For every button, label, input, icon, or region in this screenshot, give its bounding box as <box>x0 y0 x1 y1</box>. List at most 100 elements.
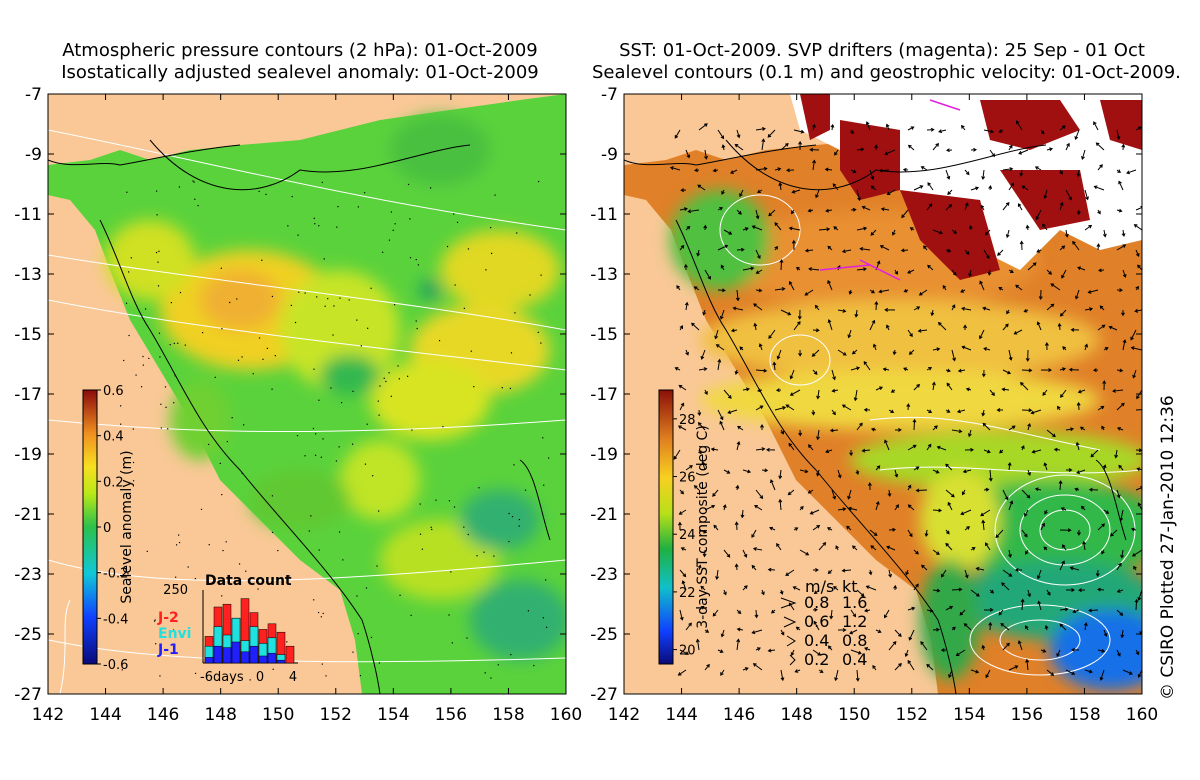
velocity-arrow <box>789 389 801 396</box>
velocity-arrow <box>1040 522 1046 531</box>
velocity-arrow <box>850 609 857 618</box>
velocity-arrow <box>792 586 801 591</box>
velocity-arrow <box>1083 622 1088 631</box>
velocity-arrow <box>1044 509 1048 515</box>
velocity-arrow <box>856 147 865 152</box>
velocity-arrow <box>970 547 976 551</box>
velocity-arrow <box>678 384 687 391</box>
velocity-arrow <box>849 449 854 457</box>
velocity-arrow <box>1097 324 1106 331</box>
velocity-arrow <box>850 649 862 655</box>
x-tick-label: 150 <box>838 705 870 725</box>
stipple-dot <box>153 620 156 622</box>
velocity-arrow <box>982 422 991 431</box>
velocity-arrow <box>1118 464 1124 471</box>
velocity-arrow <box>736 209 742 215</box>
velocity-arrow <box>1141 430 1142 431</box>
svp-drifters <box>819 99 961 281</box>
colorbar-tick-label: 26 <box>679 471 696 486</box>
y-tick-label: -23 <box>14 565 42 585</box>
velocity-arrow <box>768 209 776 217</box>
stipple-dot <box>318 549 320 551</box>
stipple-dot <box>132 461 135 464</box>
velocity-arrow <box>906 403 911 411</box>
stipple-dot <box>325 675 327 677</box>
velocity-arrow <box>1020 598 1025 611</box>
stipple-dot <box>485 269 487 271</box>
velocity-arrow <box>869 289 875 294</box>
velocity-arrow <box>1130 329 1137 341</box>
velocity-arrow <box>861 448 871 453</box>
velocity-arrow <box>1065 142 1070 151</box>
stipple-dot <box>304 292 306 294</box>
stipple-dot <box>155 643 157 645</box>
velocity-arrow <box>1019 240 1024 251</box>
velocity-arrow <box>968 269 972 278</box>
velocity-arrow <box>813 620 820 631</box>
stipple-dot <box>321 663 323 665</box>
velocity-arrow <box>864 608 871 613</box>
velocity-arrow <box>1135 285 1139 291</box>
stipple-dot <box>315 433 317 435</box>
velocity-arrow <box>807 208 814 213</box>
velocity-arrow <box>769 479 776 491</box>
velocity-arrow <box>855 469 860 475</box>
velocity-arrow <box>851 545 858 551</box>
velocity-arrow <box>984 229 991 236</box>
stipple-dot <box>123 359 125 362</box>
stipple-dot <box>411 429 413 431</box>
velocity-arrow <box>988 621 993 631</box>
stipple-dot <box>467 248 470 250</box>
velocity-arrow <box>787 489 795 496</box>
velocity-arrow <box>1097 268 1105 273</box>
velocity-arrow <box>790 649 795 657</box>
stipple-dot <box>453 506 456 508</box>
velocity-arrow <box>1096 243 1101 251</box>
velocity-arrow <box>1116 426 1124 431</box>
velocity-arrow <box>875 386 884 391</box>
velocity-arrow <box>812 159 817 171</box>
velocity-arrow <box>959 609 966 616</box>
velocity-arrow <box>917 328 928 333</box>
velocity-arrow <box>1007 461 1012 471</box>
velocity-arrow <box>677 669 687 676</box>
velocity-arrow <box>1040 129 1045 135</box>
y-tick-label: -7 <box>601 85 618 105</box>
y-tick-label: -11 <box>14 205 42 225</box>
velocity-arrow <box>1061 269 1067 279</box>
stipple-dot <box>363 192 366 194</box>
velocity-arrow <box>674 367 681 371</box>
velocity-arrow <box>938 129 947 134</box>
velocity-arrow <box>721 144 726 151</box>
stipple-dot <box>356 595 358 597</box>
velocity-arrow <box>712 168 719 173</box>
velocity-arrow <box>788 280 795 291</box>
stipple-dot <box>340 402 343 404</box>
velocity-arrow <box>1008 182 1015 191</box>
velocity-arrow <box>816 469 820 477</box>
velocity-arrow <box>1025 658 1030 671</box>
velocity-arrow <box>907 529 913 538</box>
stipple-dot <box>245 570 247 572</box>
data-count-bar-j1 <box>267 652 277 664</box>
data-count-bar-j1 <box>231 641 241 664</box>
velocity-arrow <box>751 225 763 231</box>
velocity-arrow <box>850 366 861 371</box>
stipple-dot <box>514 312 516 314</box>
stipple-dot <box>258 337 261 339</box>
velocity-arrow <box>865 585 877 591</box>
velocity-arrow <box>1116 589 1124 593</box>
x-tick-label: 142 <box>32 705 64 725</box>
velocity-arrow <box>874 301 879 311</box>
velocity-arrow <box>867 482 872 491</box>
stipple-dot <box>448 614 450 616</box>
stipple-dot <box>197 205 199 207</box>
velocity-arrow <box>847 329 852 339</box>
velocity-arrow <box>1050 283 1061 291</box>
velocity-legend-arrow <box>780 597 797 609</box>
velocity-arrow <box>1038 289 1043 301</box>
velocity-arrow <box>698 449 702 455</box>
velocity-arrow <box>829 428 839 433</box>
stipple-dot <box>314 223 316 225</box>
velocity-arrow <box>865 121 871 131</box>
